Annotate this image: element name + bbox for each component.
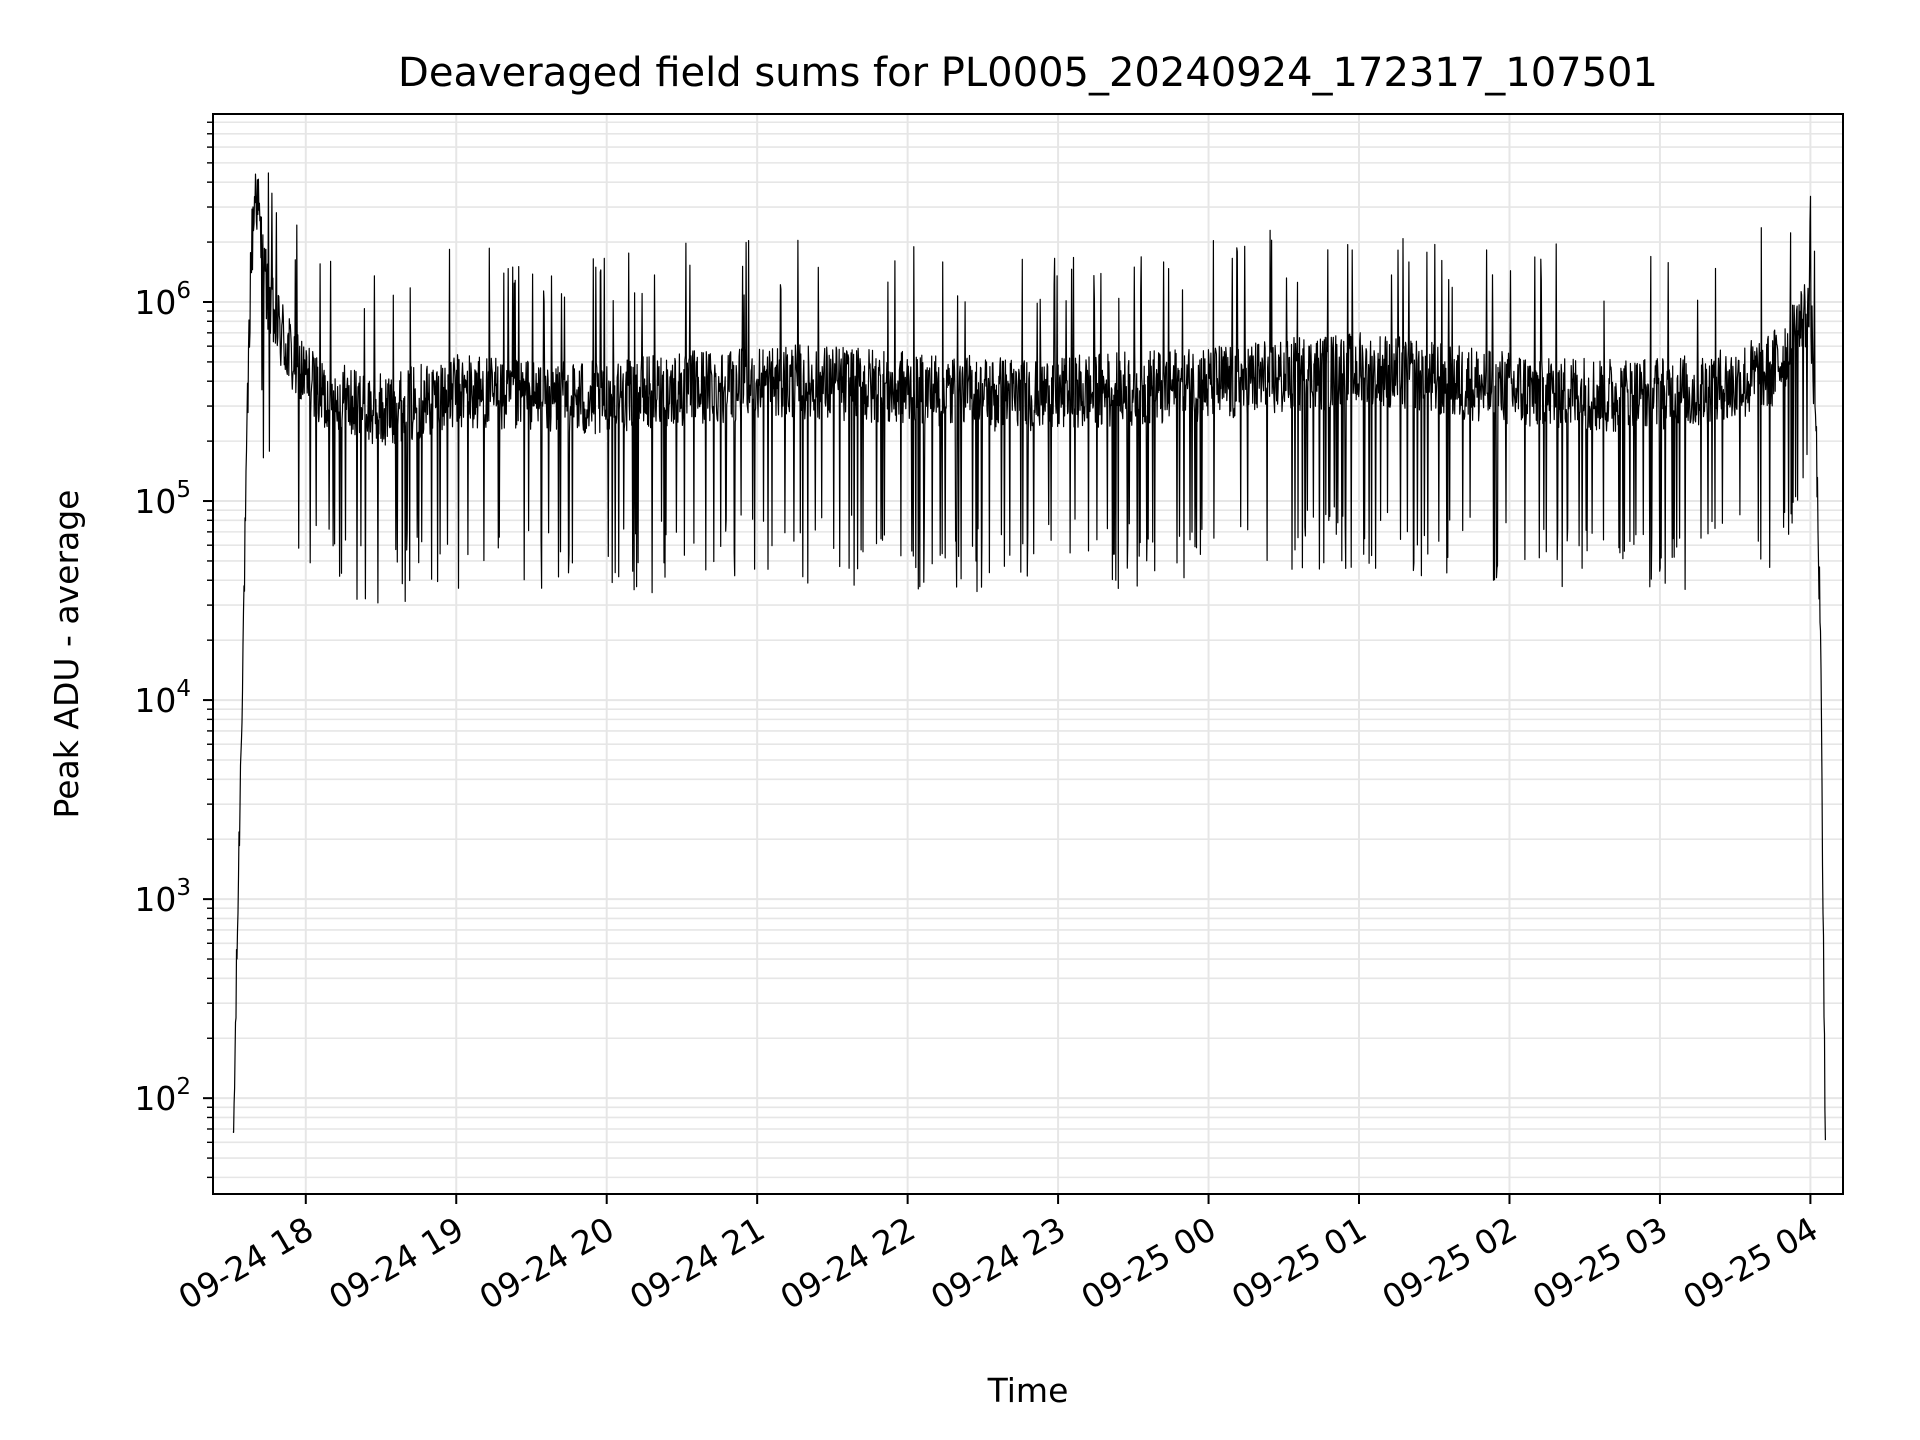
series-line <box>232 172 1826 1141</box>
y-tick-label: 106 <box>134 278 191 322</box>
series-layer <box>232 172 1826 1141</box>
x-axis-label: Time <box>987 1371 1069 1410</box>
y-axis: 102 103 104 105 106 <box>134 121 213 1179</box>
y-tick-label: 103 <box>134 875 191 919</box>
y-axis-label: Peak ADU - average <box>47 490 86 819</box>
y-tick-label: 104 <box>134 676 191 720</box>
plot-frame <box>212 113 1844 1195</box>
y-tick-label: 105 <box>134 477 191 521</box>
y-tick-label: 102 <box>134 1074 191 1118</box>
chart-title: Deaveraged field sums for PL0005_2024092… <box>398 50 1658 96</box>
